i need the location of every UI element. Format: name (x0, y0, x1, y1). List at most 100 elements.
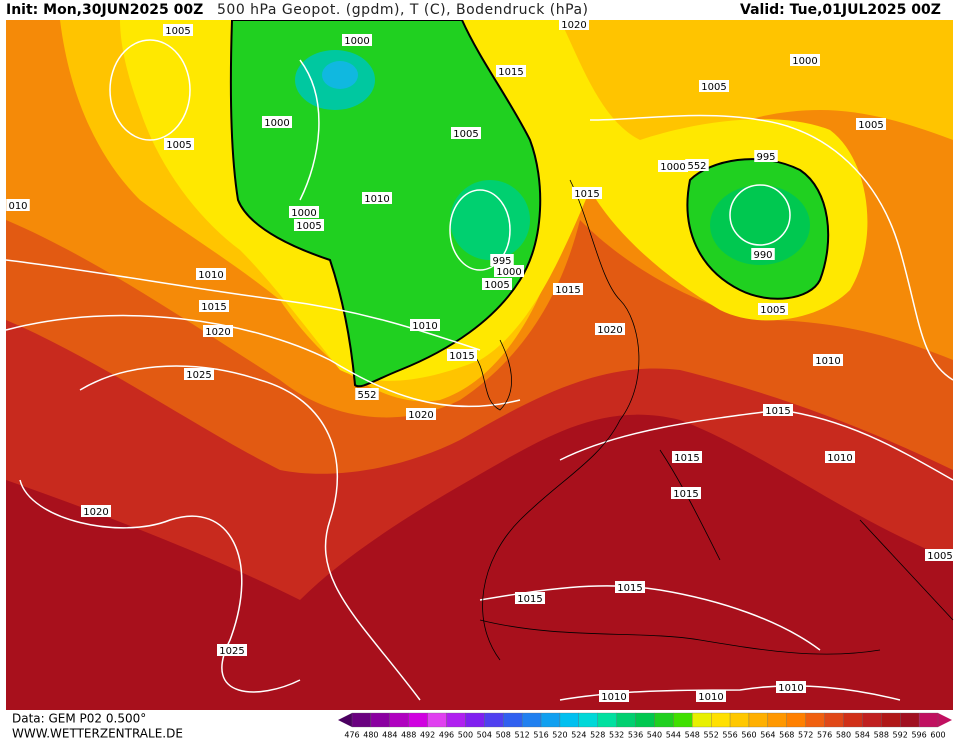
isobar (19, 479, 301, 693)
isobar-label-box (672, 451, 702, 463)
isobar-label: 1005 (858, 120, 883, 131)
isobar-label: 1020 (561, 20, 586, 31)
colorbar-swatch (900, 712, 920, 728)
isobar-label-box (184, 368, 214, 380)
isobar-label-box (515, 592, 545, 604)
colorbar-label: 600 (930, 731, 945, 740)
isobar-label-box (776, 681, 806, 693)
isobar (479, 585, 821, 651)
colorbar-label: 524 (571, 731, 586, 740)
isobar-label-box (599, 690, 629, 702)
colorbar-swatch (881, 712, 901, 728)
isobar-label: 1025 (186, 370, 211, 381)
isobar-label-box (671, 487, 701, 499)
colorbar-label: 596 (911, 731, 926, 740)
map-title: 500 hPa Geopot. (gpdm), T (C), Bodendruc… (217, 2, 588, 18)
colorbar-label: 580 (836, 731, 851, 740)
isobar-label: 1000 (291, 208, 316, 219)
colorbar-swatch (767, 712, 787, 728)
isobar-label: 1010 (412, 321, 437, 332)
coastlines (469, 179, 954, 661)
isobar-label: 1015 (449, 351, 474, 362)
coast (482, 179, 640, 661)
colorbar-swatch (748, 712, 769, 728)
isobar-label-box (553, 283, 583, 295)
isobar-label: 1005 (166, 140, 191, 151)
isobar-label: 1005 (927, 551, 952, 562)
isobar-label-box (572, 187, 602, 199)
init-time: Init: Mon,30JUN2025 00Z (6, 2, 203, 18)
colorbar-swatch (597, 712, 617, 728)
isobar (79, 365, 421, 701)
isobar-label-box (496, 65, 526, 77)
colorbar-swatch (540, 712, 561, 728)
colorbar-swatch (503, 712, 523, 728)
isobar-label-box (559, 18, 589, 30)
colorbar-label: 484 (382, 731, 397, 740)
colorbar-swatch (729, 712, 750, 728)
colorbar-swatch (559, 712, 579, 728)
colorbar-label: 512 (514, 731, 529, 740)
isobar (729, 184, 791, 246)
isobar-label: 1010 (827, 453, 852, 464)
isobar-label-box (494, 265, 524, 277)
colorbar-label: 576 (817, 731, 832, 740)
isobar-label-box (825, 451, 855, 463)
isobar-label: 1020 (408, 410, 433, 421)
isobar-label-box (289, 206, 319, 218)
isobar-label: 1010 (778, 683, 803, 694)
colorbar-label: 592 (893, 731, 908, 740)
isobar-label-box (6, 199, 30, 211)
colorbar-label: 564 (760, 731, 775, 740)
colorbar-swatch (427, 712, 447, 728)
isobar-label: 1005 (165, 26, 190, 37)
colorbar-label: 520 (552, 731, 567, 740)
isobar-label-box (758, 303, 788, 315)
colorbar-swatch (578, 712, 598, 728)
colorbar-swatch (843, 712, 863, 728)
coast (479, 619, 881, 655)
colorbar-label: 584 (855, 731, 870, 740)
colorbar-label: 560 (741, 731, 756, 740)
isobar-label: 1020 (83, 507, 108, 518)
isobar-label-box (81, 505, 111, 517)
isobar-label-box (595, 323, 625, 335)
isobar-label: 995 (756, 152, 775, 163)
isobar-label: 1000 (264, 118, 289, 129)
colorbar-swatch (786, 712, 806, 728)
isobar-label: 1005 (453, 129, 478, 140)
isobar-label-box (406, 408, 436, 420)
colorbar-label: 552 (704, 731, 719, 740)
colorbar-swatch (918, 712, 939, 728)
isobar-label: 1015 (517, 594, 542, 605)
isobar-label: 1015 (674, 453, 699, 464)
isobar-label-box (196, 268, 226, 280)
colorbar-label: 548 (685, 731, 700, 740)
colorbar-swatch (805, 712, 825, 728)
isobar-label: 1015 (201, 302, 226, 313)
colorbar-swatch (824, 712, 844, 728)
isobar-label-box (410, 319, 440, 331)
isobar-label-box (451, 127, 481, 139)
data-source: Data: GEM P02 0.500° (12, 712, 146, 726)
isobar-label: 1010 (364, 194, 389, 205)
isobar (299, 59, 320, 201)
colorbar-label: 488 (401, 731, 416, 740)
isobar-label-box (790, 54, 820, 66)
colorbar-label: 572 (798, 731, 813, 740)
colorbar-label: 508 (496, 731, 511, 740)
isobar-label-box (482, 278, 512, 290)
colorbar-swatch (370, 712, 390, 728)
isobar-label: 1005 (701, 82, 726, 93)
isobar-label-box (217, 644, 247, 656)
isobar-label: 010 (8, 201, 27, 212)
isobar-labels: 1005 1000 1020 1015 1000 1005 1005 1000 1005 1005… (6, 18, 955, 703)
isobar-label: 990 (753, 250, 772, 261)
colorbar-label: 480 (363, 731, 378, 740)
isobar-label: 1015 (574, 189, 599, 200)
isobar-label: 1015 (673, 489, 698, 500)
isobar (449, 189, 511, 271)
colorbar-label: 492 (420, 731, 435, 740)
colorbar-label: 476 (344, 731, 359, 740)
